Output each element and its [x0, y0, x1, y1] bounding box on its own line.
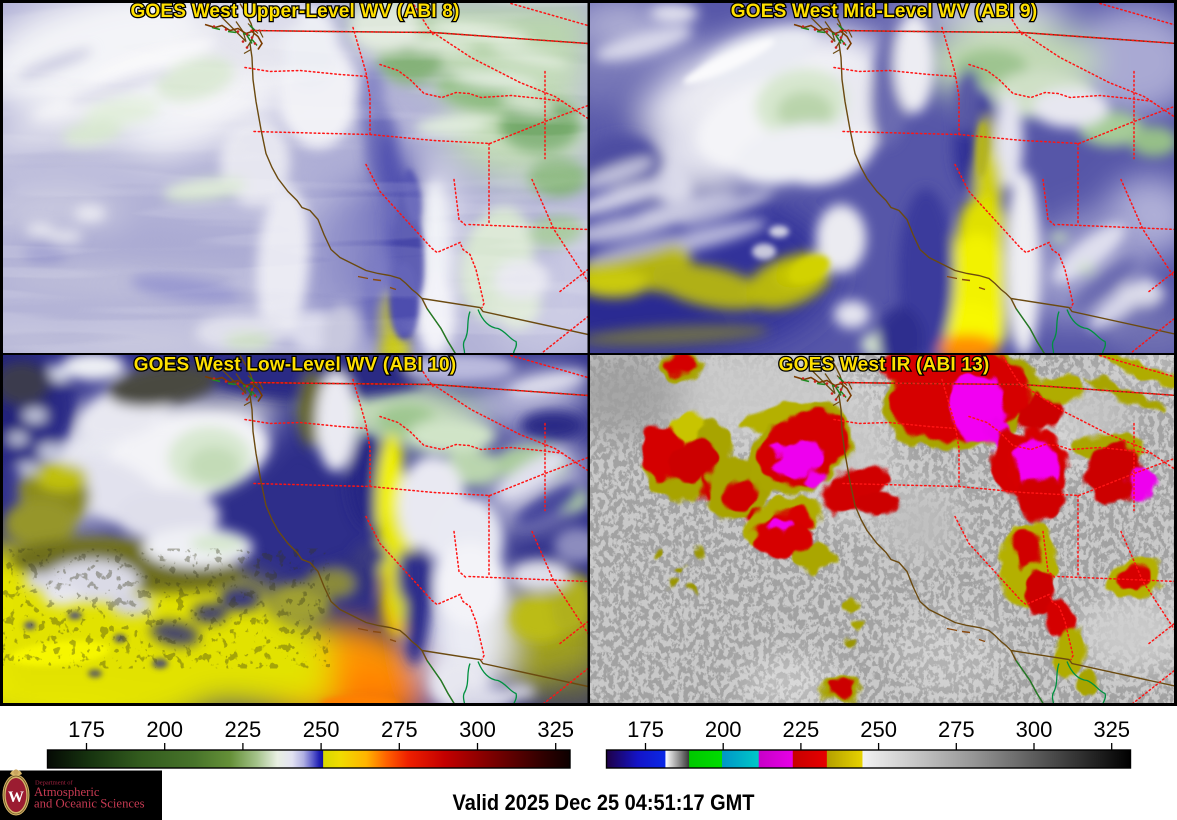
svg-text:300: 300 — [459, 717, 496, 742]
svg-text:175: 175 — [68, 717, 105, 742]
svg-text:275: 275 — [381, 717, 418, 742]
svg-text:200: 200 — [705, 717, 742, 742]
svg-text:175: 175 — [627, 717, 664, 742]
svg-text:200: 200 — [146, 717, 183, 742]
svg-text:GOES West IR (ABI 13): GOES West IR (ABI 13) — [779, 355, 990, 376]
svg-text:225: 225 — [225, 717, 262, 742]
svg-text:325: 325 — [1093, 717, 1130, 742]
svg-text:GOES West Low-Level WV (ABI 10: GOES West Low-Level WV (ABI 10) — [134, 355, 457, 376]
svg-text:325: 325 — [537, 717, 574, 742]
svg-text:and Oceanic Sciences: and Oceanic Sciences — [34, 796, 145, 810]
svg-text:225: 225 — [783, 717, 820, 742]
svg-text:250: 250 — [860, 717, 897, 742]
svg-text:Atmospheric: Atmospheric — [34, 785, 100, 799]
svg-text:GOES West Upper-Level WV (ABI: GOES West Upper-Level WV (ABI 8) — [130, 1, 459, 22]
svg-text:W: W — [8, 789, 24, 806]
svg-text:Department of: Department of — [35, 780, 74, 787]
svg-text:300: 300 — [1016, 717, 1053, 742]
svg-text:275: 275 — [938, 717, 975, 742]
svg-text:GOES West Mid-Level WV (ABI 9): GOES West Mid-Level WV (ABI 9) — [731, 1, 1038, 22]
svg-text:Valid 2025 Dec 25 04:51:17 GMT: Valid 2025 Dec 25 04:51:17 GMT — [453, 790, 756, 815]
svg-text:250: 250 — [303, 717, 340, 742]
